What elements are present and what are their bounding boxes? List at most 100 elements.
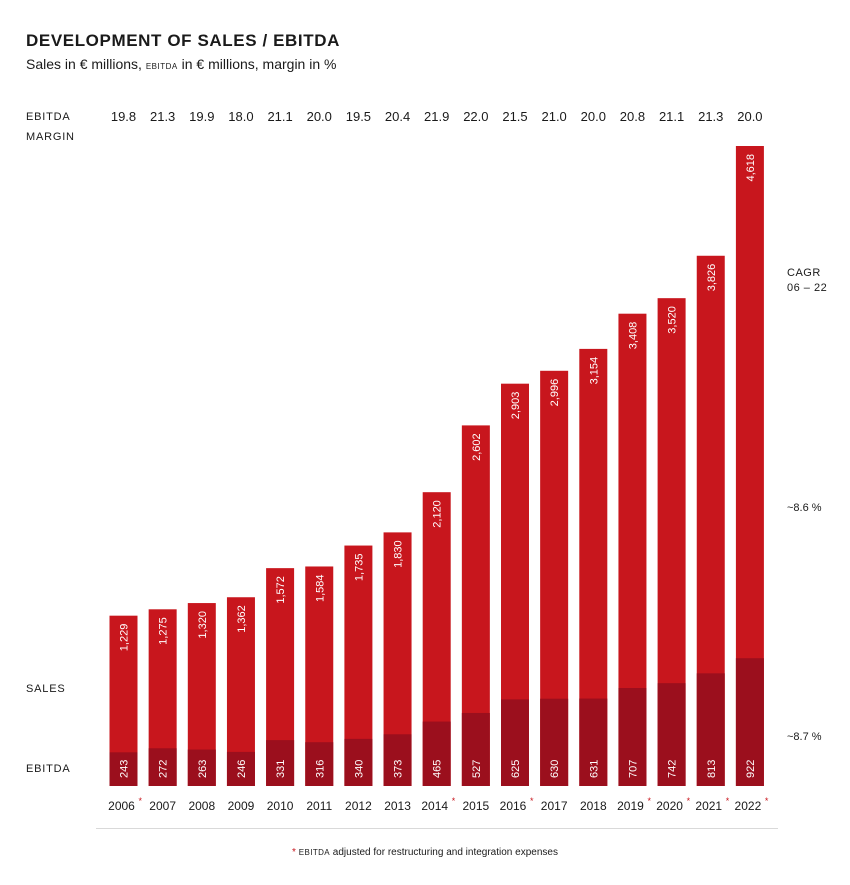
sales-value-label-2014: 2,120 — [432, 500, 444, 528]
year-asterisk-2020: * — [687, 796, 691, 806]
ebitda-bar-2013 — [383, 734, 412, 786]
year-label-2019: 2019 — [617, 799, 644, 813]
year-asterisk-2019: * — [647, 796, 651, 806]
ebitda-value-label-2021: 813 — [706, 760, 718, 778]
year-asterisk-2022: * — [765, 796, 769, 806]
year-label-2007: 2007 — [149, 799, 176, 813]
chart-subtitle: Sales in € millions, ebitda in € million… — [26, 56, 336, 72]
year-label-2010: 2010 — [267, 799, 294, 813]
ebitda-value-label-2010: 331 — [275, 760, 287, 778]
ebitda-value-label-2007: 272 — [158, 760, 170, 778]
cagr-ebitda-value: ~8.7 % — [787, 731, 822, 743]
footnote-ebitda: ebitda — [298, 846, 331, 858]
sales-value-label-2010: 1,572 — [275, 576, 287, 604]
ebitda-margin-2007: 21.3 — [150, 109, 175, 124]
year-label-2006: 2006 — [108, 799, 135, 813]
ebitda-value-label-2013: 373 — [393, 760, 405, 778]
year-label-2011: 2011 — [306, 799, 332, 813]
year-label-2021: 2021 — [695, 799, 722, 813]
ebitda-value-label-2019: 707 — [627, 760, 639, 778]
year-label-2016: 2016 — [500, 799, 527, 813]
year-asterisk-2006: * — [139, 796, 143, 806]
sales-value-label-2006: 1,229 — [119, 624, 131, 652]
sales-value-label-2015: 2,602 — [471, 433, 483, 461]
sales-value-label-2019: 3,408 — [627, 322, 639, 350]
year-label-2012: 2012 — [345, 799, 372, 813]
sales-value-label-2017: 2,996 — [549, 379, 561, 407]
subtitle-ebitda: ebitda — [145, 58, 178, 72]
ebitda-margin-2009: 18.0 — [228, 109, 253, 124]
ebitda-value-label-2006: 243 — [119, 760, 131, 778]
sales-value-label-2018: 3,154 — [588, 357, 600, 385]
ebitda-margin-2008: 19.9 — [189, 109, 214, 124]
ebitda-margin-2014: 21.9 — [424, 109, 449, 124]
ebitda-margin-2016: 21.5 — [502, 109, 527, 124]
ebitda-row-label: EBITDA — [26, 763, 71, 775]
footnote-divider — [96, 828, 778, 829]
ebitda-value-label-2009: 246 — [236, 760, 248, 778]
cagr-label-line2: 06 – 22 — [787, 282, 828, 294]
year-label-2013: 2013 — [384, 799, 411, 813]
ebitda-margin-2013: 20.4 — [385, 109, 410, 124]
footnote-star: * — [292, 847, 296, 858]
sales-value-label-2013: 1,830 — [393, 540, 405, 568]
ebitda-margin-label-line2: MARGIN — [26, 131, 75, 143]
ebitda-margin-2020: 21.1 — [659, 109, 684, 124]
ebitda-bar-2017 — [540, 698, 569, 786]
ebitda-bar-2011 — [305, 742, 334, 786]
ebitda-margin-2010: 21.1 — [267, 109, 292, 124]
year-label-2014: 2014 — [421, 799, 448, 813]
ebitda-margin-2018: 20.0 — [581, 109, 606, 124]
sales-value-label-2020: 3,520 — [667, 306, 679, 334]
year-label-2022: 2022 — [735, 799, 762, 813]
ebitda-value-label-2015: 527 — [471, 760, 483, 778]
chart-title: DEVELOPMENT OF SALES / EBITDA — [26, 31, 340, 50]
ebitda-bar-2006 — [109, 752, 138, 786]
ebitda-value-label-2008: 263 — [197, 760, 209, 778]
ebitda-margin-2015: 22.0 — [463, 109, 488, 124]
ebitda-bar-2008 — [187, 749, 216, 786]
ebitda-bar-2015 — [461, 712, 490, 786]
ebitda-margin-2017: 21.0 — [541, 109, 566, 124]
sales-value-label-2011: 1,584 — [314, 574, 326, 602]
sales-value-label-2009: 1,362 — [236, 605, 248, 633]
sales-value-label-2008: 1,320 — [197, 611, 209, 639]
year-label-2018: 2018 — [580, 799, 607, 813]
ebitda-value-label-2017: 630 — [549, 760, 561, 778]
ebitda-margin-2011: 20.0 — [307, 109, 332, 124]
sales-value-label-2022: 4,618 — [745, 154, 757, 182]
footnote: * ebitda adjusted for restructuring and … — [0, 846, 850, 858]
ebitda-value-label-2022: 922 — [745, 760, 757, 778]
ebitda-bar-2022 — [735, 658, 764, 786]
cagr-label: CAGR 06 – 22 — [787, 266, 827, 296]
sales-value-label-2007: 1,275 — [158, 617, 170, 645]
sales-value-label-2021: 3,826 — [706, 264, 718, 292]
ebitda-bar-2020 — [657, 683, 686, 786]
ebitda-bar-2007 — [148, 748, 177, 786]
year-asterisk-2014: * — [452, 796, 456, 806]
ebitda-margin-label-line1: EBITDA — [26, 111, 71, 123]
ebitda-value-label-2012: 340 — [353, 760, 365, 778]
ebitda-value-label-2018: 631 — [588, 760, 600, 778]
ebitda-bar-2009 — [226, 751, 255, 786]
ebitda-margin-2006: 19.8 — [111, 109, 136, 124]
ebitda-value-label-2014: 465 — [432, 760, 444, 778]
year-label-2020: 2020 — [656, 799, 683, 813]
ebitda-margin-2012: 19.5 — [346, 109, 371, 124]
sales-row-label: SALES — [26, 683, 66, 695]
ebitda-bar-2016 — [501, 699, 529, 786]
ebitda-bar-2018 — [579, 698, 608, 786]
ebitda-value-label-2020: 742 — [667, 760, 679, 778]
ebitda-margin-2021: 21.3 — [698, 109, 723, 124]
ebitda-bar-2014 — [422, 721, 451, 786]
ebitda-bar-2010 — [266, 740, 295, 786]
sales-value-label-2016: 2,903 — [510, 392, 522, 420]
cagr-label-line1: CAGR — [787, 267, 821, 279]
year-label-2015: 2015 — [462, 799, 489, 813]
ebitda-margin-2019: 20.8 — [620, 109, 645, 124]
year-label-2017: 2017 — [541, 799, 568, 813]
year-asterisk-2016: * — [530, 796, 534, 806]
subtitle-part-2: in € millions, margin in % — [177, 56, 337, 72]
ebitda-margin-2022: 20.0 — [737, 109, 762, 124]
